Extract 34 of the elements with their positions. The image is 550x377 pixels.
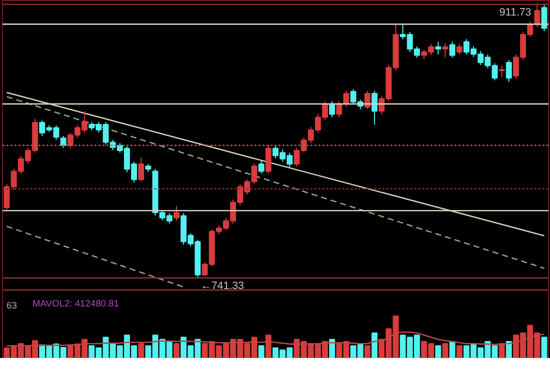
bar [498,343,505,358]
text: 63 [6,300,17,310]
bar [449,341,456,358]
candlestick [329,100,336,118]
candlestick [534,2,540,28]
candlestick [174,205,180,221]
annotation: 911.73 [499,6,532,18]
bar [258,345,264,358]
candlestick [60,135,66,148]
bar [364,345,370,358]
text: MAVOL2: 412480.81 [32,298,119,308]
candlestick [442,42,448,58]
candlestick [435,41,442,55]
candlestick [258,160,264,174]
candlestick [372,90,378,126]
bar [138,343,144,358]
candlestick [336,100,342,118]
candlestick [364,90,370,110]
candlestick [138,157,144,182]
bar [265,334,272,358]
bar [435,345,442,358]
bar [372,332,378,358]
bar [456,345,462,358]
candlestick [449,41,456,58]
bar [506,341,512,358]
bar [442,343,448,358]
annotation: ←741.33 [200,280,244,292]
candlestick [498,65,505,78]
candlestick [506,60,512,82]
bar [541,336,548,358]
bar [174,343,180,358]
candlestick [265,144,272,174]
candlestick [456,44,462,55]
bar [329,338,336,358]
